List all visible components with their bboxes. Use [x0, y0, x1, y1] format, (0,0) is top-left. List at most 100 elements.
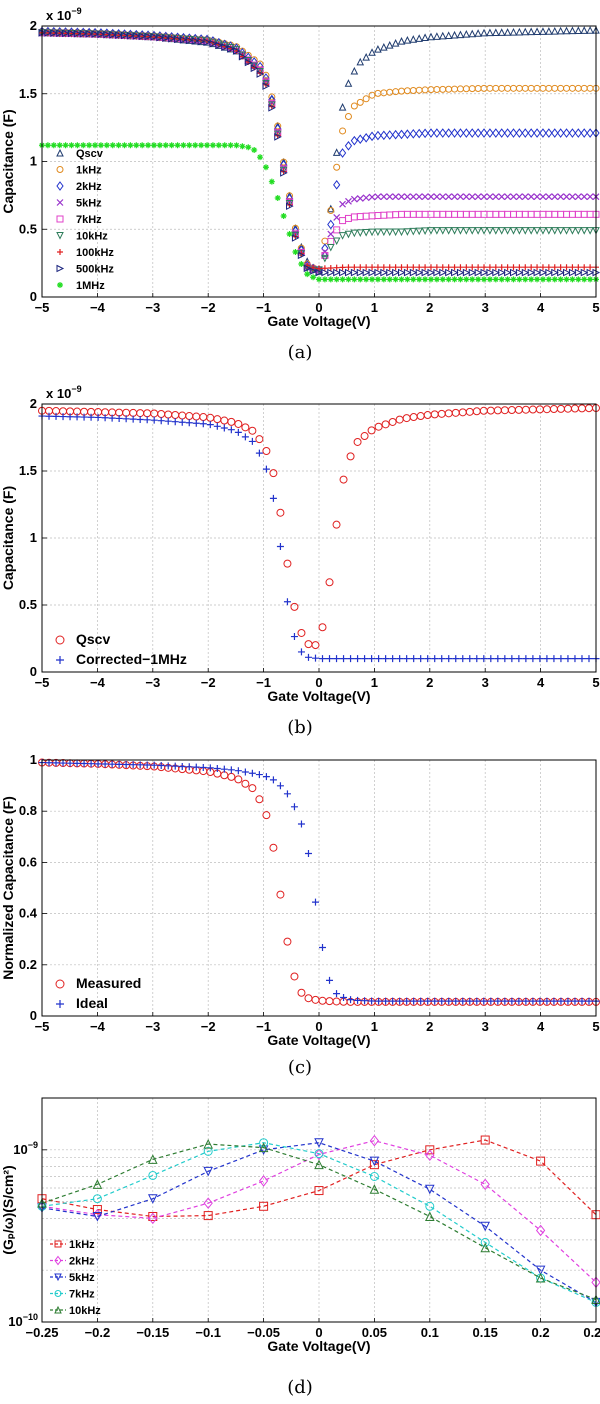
x-tick-label: 2 — [426, 675, 433, 690]
data-point — [568, 26, 577, 35]
data-point — [276, 508, 285, 517]
data-point — [516, 276, 523, 283]
data-point — [425, 1149, 435, 1162]
legend-marker — [56, 148, 64, 157]
data-point — [480, 227, 488, 235]
data-point — [563, 193, 570, 201]
data-point — [354, 996, 362, 1004]
data-point — [556, 227, 565, 235]
data-point — [374, 193, 382, 201]
data-point — [562, 128, 571, 138]
series-line-1kHz — [41, 1139, 597, 1218]
data-point — [369, 1160, 379, 1170]
data-point — [314, 1159, 324, 1170]
legend-marker — [57, 249, 63, 255]
data-point — [203, 1211, 213, 1221]
data-point — [333, 264, 340, 271]
data-point — [168, 34, 176, 43]
data-point — [501, 997, 509, 1005]
data-point — [409, 193, 417, 201]
data-point — [374, 228, 382, 237]
data-point — [147, 1194, 158, 1204]
data-point — [258, 1145, 269, 1155]
data-point — [327, 219, 335, 230]
data-point — [469, 276, 476, 283]
data-point — [255, 795, 264, 804]
data-point — [480, 1135, 490, 1145]
data-point — [528, 276, 535, 283]
data-point — [122, 761, 130, 769]
data-point — [248, 784, 257, 793]
data-point — [462, 193, 470, 201]
data-point — [220, 424, 228, 432]
data-point — [268, 178, 275, 185]
data-point — [569, 193, 576, 201]
data-point — [457, 193, 464, 201]
data-point — [338, 232, 347, 240]
data-point — [198, 142, 205, 149]
data-point — [344, 140, 353, 151]
data-point — [97, 142, 104, 149]
x-tick-label: −4 — [90, 300, 106, 315]
data-point — [438, 655, 446, 663]
data-point — [510, 264, 517, 271]
legend-marker — [54, 1273, 62, 1282]
x-tick-label: 1 — [371, 675, 378, 690]
data-point — [274, 133, 282, 141]
data-point — [452, 997, 460, 1005]
data-point — [445, 264, 452, 271]
data-point — [44, 142, 51, 149]
data-point — [392, 276, 399, 283]
x-tick-label: −2 — [201, 1019, 216, 1034]
data-point — [344, 79, 353, 87]
data-point — [369, 1156, 380, 1167]
data-point — [557, 276, 564, 283]
data-point — [361, 997, 369, 1005]
y-tick-label: 1 — [30, 154, 37, 169]
data-point — [388, 417, 397, 426]
data-point — [109, 142, 116, 149]
data-point — [445, 997, 453, 1005]
x-tick-label: 4 — [537, 300, 545, 315]
data-point — [481, 264, 488, 271]
data-point — [480, 1237, 490, 1247]
data-point — [374, 45, 382, 53]
data-point — [550, 26, 559, 35]
data-point — [73, 29, 82, 38]
data-point — [564, 655, 572, 663]
data-point — [290, 602, 299, 611]
data-point — [250, 64, 259, 73]
data-point — [50, 142, 57, 149]
data-point — [310, 274, 317, 281]
legend-label: 2kHz — [76, 181, 102, 193]
data-point — [574, 268, 583, 277]
x-tick-label: 3 — [482, 675, 489, 690]
data-point — [283, 598, 291, 606]
data-point — [221, 142, 228, 149]
data-point — [445, 268, 453, 277]
data-point — [283, 790, 291, 798]
data-point — [346, 452, 355, 461]
data-point — [132, 32, 141, 40]
x-axis-label: Gate Voltage(V) — [267, 1032, 370, 1048]
data-point — [397, 36, 406, 45]
data-point — [203, 1166, 214, 1177]
data-point — [439, 268, 447, 277]
data-point — [415, 34, 424, 42]
legend-label: 7kHz — [69, 1289, 95, 1301]
data-point — [515, 27, 524, 36]
data-point — [262, 773, 270, 781]
x-tick-label: −3 — [145, 300, 160, 315]
data-point — [209, 39, 218, 48]
y-multiplier-label: x 10−9 — [46, 384, 82, 401]
data-point — [368, 131, 376, 142]
data-point — [369, 276, 376, 283]
legend-label: Corrected−1MHz — [76, 651, 187, 667]
data-point — [262, 465, 270, 473]
data-point — [403, 36, 412, 44]
data-point — [298, 261, 305, 268]
legend-label: 1kHz — [69, 1239, 95, 1251]
data-point — [262, 164, 269, 171]
data-point — [417, 655, 425, 663]
